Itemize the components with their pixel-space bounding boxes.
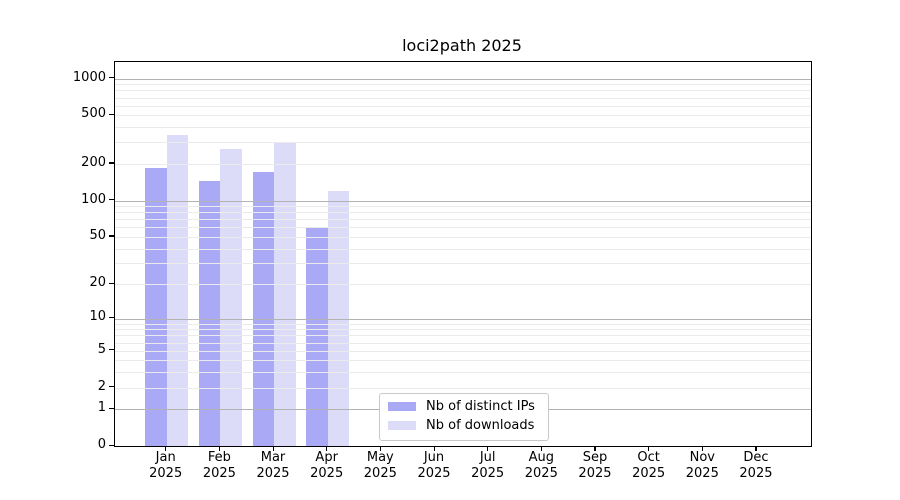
x-tick-label-mar: Mar 2025 bbox=[256, 450, 290, 481]
y-tick-label-100: 100 bbox=[81, 191, 106, 207]
y-tick-label-10: 10 bbox=[89, 309, 106, 325]
x-tick-label-apr: Apr 2025 bbox=[310, 450, 344, 481]
x-tick-mark-aug bbox=[540, 446, 542, 451]
x-tick-label-jun: Jun 2025 bbox=[417, 450, 451, 481]
plot-area: Nb of distinct IPs Nb of downloads bbox=[114, 61, 812, 447]
bar-downloads-apr bbox=[327, 190, 350, 446]
legend-row-downloads: Nb of downloads bbox=[380, 419, 548, 433]
bar-downloads-jan bbox=[166, 134, 189, 446]
x-tick-label-aug: Aug 2025 bbox=[524, 450, 558, 481]
x-tick-mark-dec bbox=[755, 446, 757, 451]
y-tick-label-0: 0 bbox=[97, 437, 106, 452]
x-tick-mark-apr bbox=[326, 446, 328, 451]
legend-label-distinct-ips: Nb of distinct IPs bbox=[426, 399, 535, 414]
y-tick-mark-100 bbox=[109, 199, 114, 201]
y-tick-label-1000: 1000 bbox=[72, 69, 106, 85]
y-tick-mark-1 bbox=[109, 407, 114, 409]
x-tick-label-sep: Sep 2025 bbox=[578, 450, 612, 481]
y-tick-label-20: 20 bbox=[89, 275, 106, 291]
y-tick-mark-20 bbox=[109, 282, 114, 284]
x-tick-label-oct: Oct 2025 bbox=[632, 450, 666, 481]
y-tick-label-2: 2 bbox=[97, 378, 106, 394]
y-tick-label-500: 500 bbox=[81, 106, 106, 122]
y-tick-mark-50 bbox=[109, 235, 114, 237]
bar-ips-feb bbox=[198, 180, 221, 446]
x-tick-mark-jul bbox=[487, 446, 489, 451]
x-tick-label-jul: Jul 2025 bbox=[471, 450, 505, 481]
bar-ips-mar bbox=[252, 171, 275, 446]
x-tick-label-nov: Nov 2025 bbox=[685, 450, 719, 481]
x-tick-mark-sep bbox=[594, 446, 596, 451]
bar-downloads-mar bbox=[274, 143, 296, 446]
x-tick-label-jan: Jan 2025 bbox=[149, 450, 183, 481]
y-tick-mark-10 bbox=[109, 316, 114, 319]
x-tick-mark-jan bbox=[165, 446, 167, 451]
bars-layer bbox=[115, 62, 811, 446]
y-tick-label-5: 5 bbox=[97, 341, 106, 357]
chart-title: loci2path 2025 bbox=[402, 36, 522, 55]
bar-ips-apr bbox=[306, 226, 328, 446]
x-tick-mark-feb bbox=[218, 446, 221, 451]
y-tick-mark-5 bbox=[109, 349, 114, 351]
x-tick-label-may: May 2025 bbox=[363, 450, 397, 481]
y-tick-mark-200 bbox=[109, 162, 114, 164]
y-tick-mark-2 bbox=[109, 386, 114, 388]
bar-downloads-feb bbox=[220, 149, 242, 446]
y-tick-mark-0 bbox=[109, 444, 114, 446]
y-tick-mark-1000 bbox=[109, 77, 114, 79]
legend-row-distinct-ips: Nb of distinct IPs bbox=[380, 400, 548, 414]
x-tick-label-dec: Dec 2025 bbox=[739, 450, 773, 481]
legend-swatch-distinct-ips bbox=[388, 402, 416, 411]
x-tick-mark-mar bbox=[272, 446, 274, 451]
legend: Nb of distinct IPs Nb of downloads bbox=[379, 393, 549, 441]
x-tick-mark-oct bbox=[648, 446, 650, 451]
legend-label-downloads: Nb of downloads bbox=[426, 418, 535, 433]
x-tick-label-feb: Feb 2025 bbox=[202, 450, 236, 481]
y-tick-label-1: 1 bbox=[97, 400, 106, 416]
x-tick-mark-jun bbox=[433, 446, 435, 451]
x-tick-mark-nov bbox=[701, 446, 703, 451]
bar-ips-jan bbox=[145, 168, 167, 446]
y-tick-mark-500 bbox=[109, 113, 114, 116]
y-tick-label-50: 50 bbox=[89, 227, 106, 243]
y-tick-label-200: 200 bbox=[81, 154, 106, 170]
legend-swatch-downloads bbox=[388, 421, 416, 430]
x-tick-mark-may bbox=[379, 446, 382, 451]
